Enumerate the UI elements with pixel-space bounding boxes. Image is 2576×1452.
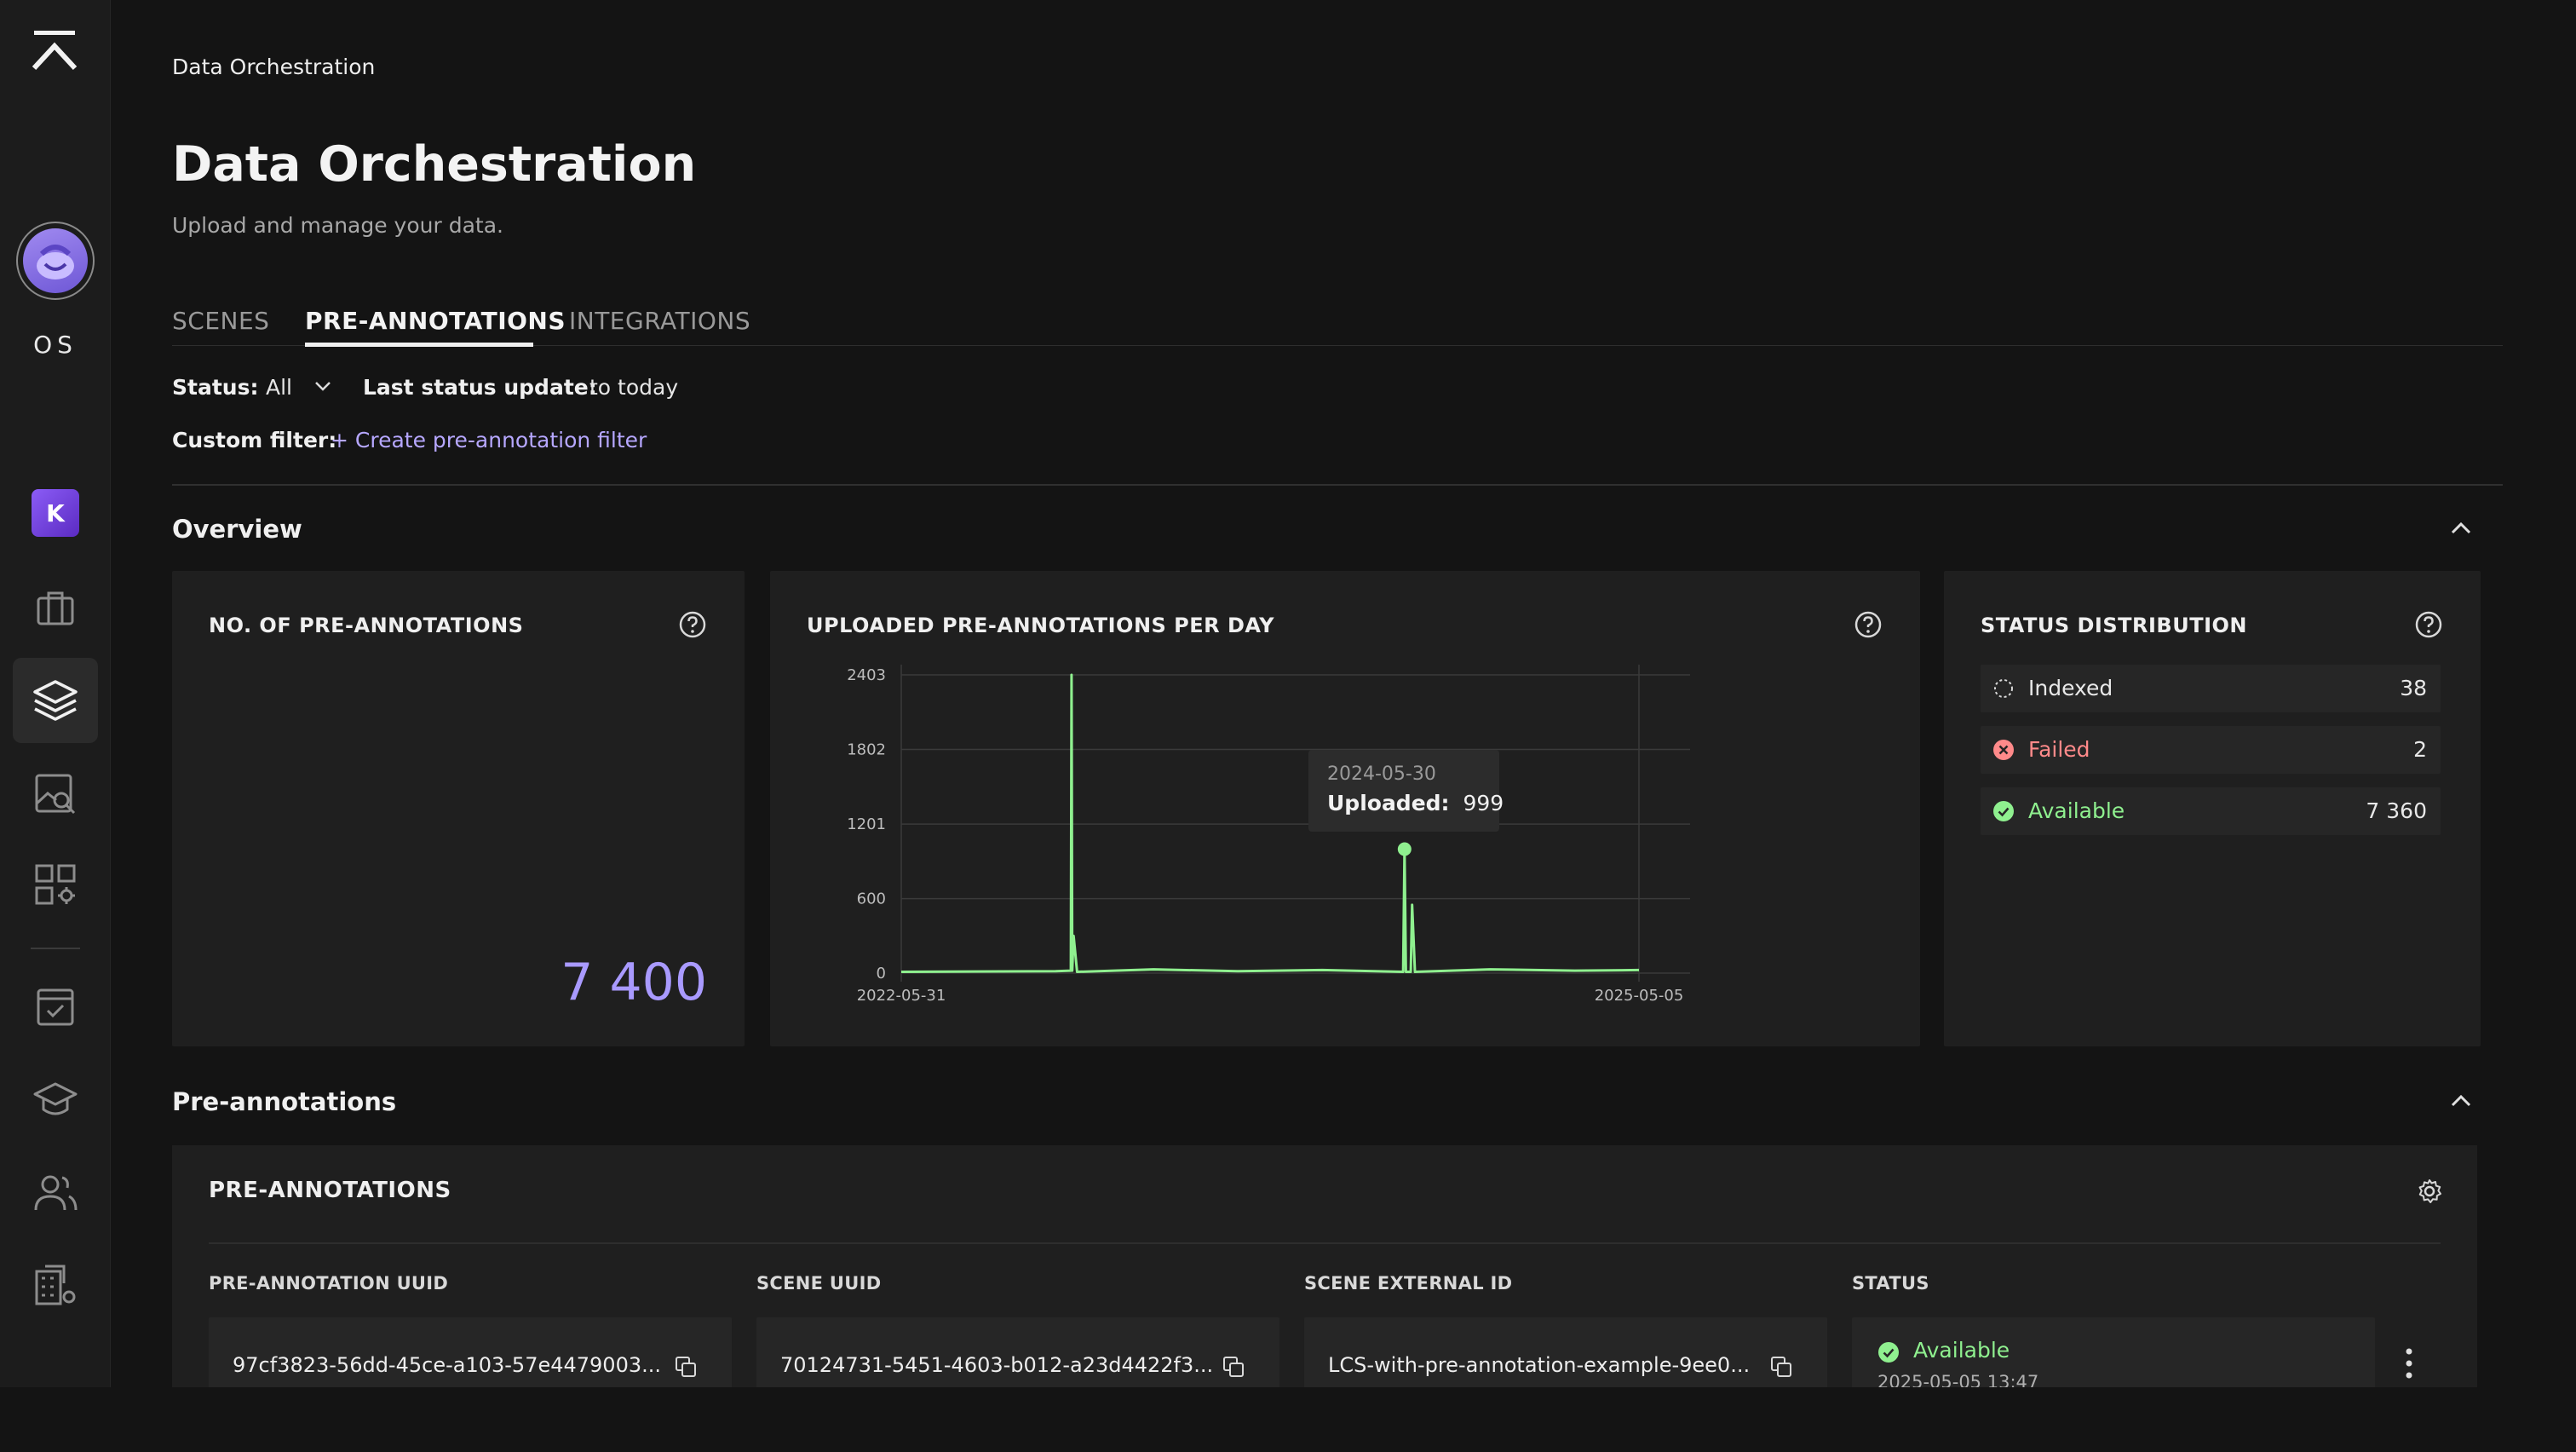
column-header-scene-uuid[interactable]: SCENE UUID bbox=[756, 1273, 882, 1294]
y-tick-label: 600 bbox=[857, 890, 886, 908]
table-cell-status: Available 2025-05-05 13:47 bbox=[1852, 1317, 2375, 1387]
apps-settings-icon[interactable] bbox=[30, 859, 81, 910]
chart-card-title: UPLOADED PRE-ANNOTATIONS PER DAY bbox=[807, 614, 1275, 637]
x-tick-label: 2025-05-05 bbox=[1595, 987, 1684, 1005]
page-title: Data Orchestration bbox=[172, 136, 697, 193]
series-line bbox=[900, 673, 1640, 973]
highlight-point bbox=[1397, 842, 1412, 856]
status-filter-label: Status: bbox=[172, 375, 259, 400]
column-header-scene-external-id[interactable]: SCENE EXTERNAL ID bbox=[1304, 1273, 1513, 1294]
collapse-preannotations-icon[interactable] bbox=[2448, 1092, 2474, 1109]
preannotations-section-title[interactable]: Pre-annotations bbox=[172, 1087, 397, 1116]
sidebar-divider bbox=[31, 948, 80, 949]
uploads-per-day-card: UPLOADED PRE-ANNOTATIONS PER DAY 0 600 120… bbox=[770, 571, 1920, 1046]
sidebar: OS K bbox=[0, 0, 111, 1452]
last-status-update-value[interactable]: to today bbox=[589, 375, 679, 400]
tab-bar: SCENES PRE-ANNOTATIONS INTEGRATIONS bbox=[172, 307, 2503, 347]
overview-section-title[interactable]: Overview bbox=[172, 515, 302, 544]
y-tick-label: 1802 bbox=[847, 741, 886, 759]
gear-icon[interactable] bbox=[2416, 1178, 2443, 1205]
row-status-date: 2025-05-05 13:47 bbox=[1877, 1372, 2039, 1387]
task-check-icon[interactable] bbox=[30, 982, 81, 1033]
collapse-overview-icon[interactable] bbox=[2448, 520, 2474, 537]
status-filter-select[interactable]: All bbox=[266, 375, 292, 400]
scene-external-id: LCS-with-pre-annotation-example-9ee0... bbox=[1328, 1353, 1751, 1377]
row-status: Available bbox=[1913, 1338, 2010, 1363]
table-divider bbox=[209, 1242, 2441, 1244]
copy-icon[interactable] bbox=[674, 1355, 698, 1379]
breadcrumb[interactable]: Data Orchestration bbox=[172, 55, 376, 79]
scene-uuid: 70124731-5451-4603-b012-a23d4422f3... bbox=[780, 1353, 1214, 1377]
table-card-title: PRE-ANNOTATIONS bbox=[209, 1178, 451, 1203]
avatar-image bbox=[23, 228, 88, 293]
available-check-circle-icon bbox=[1993, 801, 2014, 821]
status-row-failed[interactable]: Failed 2 bbox=[1981, 726, 2441, 774]
tooltip-value: 999 bbox=[1463, 791, 1504, 815]
table-cell-scene-uuid: 70124731-5451-4603-b012-a23d4422f3... bbox=[756, 1317, 1279, 1387]
failed-x-circle-icon bbox=[1993, 740, 2014, 760]
help-icon[interactable] bbox=[2414, 610, 2443, 639]
status-label: Indexed bbox=[2028, 676, 2113, 700]
status-count: 2 bbox=[2413, 737, 2427, 762]
x-tick-label: 2022-05-31 bbox=[857, 987, 946, 1005]
tab-scenes[interactable]: SCENES bbox=[172, 307, 270, 335]
layers-icon[interactable] bbox=[13, 658, 98, 743]
image-search-icon[interactable] bbox=[30, 769, 81, 820]
status-distribution-card: STATUS DISTRIBUTION Indexed 38 Failed 2 bbox=[1944, 571, 2481, 1046]
user-initials: OS bbox=[33, 331, 78, 359]
user-avatar[interactable] bbox=[16, 222, 95, 300]
preannotation-uuid: 97cf3823-56dd-45ce-a103-57e4479003... bbox=[233, 1353, 662, 1377]
status-label: Available bbox=[2028, 798, 2125, 823]
users-icon[interactable] bbox=[30, 1167, 81, 1219]
tab-integrations[interactable]: INTEGRATIONS bbox=[569, 307, 751, 335]
y-tick-label: 2403 bbox=[847, 666, 886, 684]
table-cell-preannotation-uuid: 97cf3823-56dd-45ce-a103-57e4479003... bbox=[209, 1317, 732, 1387]
graduation-cap-icon[interactable] bbox=[30, 1074, 81, 1125]
page-subtitle: Upload and manage your data. bbox=[172, 213, 503, 238]
active-tab-indicator bbox=[305, 343, 533, 347]
status-label: Failed bbox=[2028, 737, 2090, 762]
tab-pre-annotations[interactable]: PRE-ANNOTATIONS bbox=[305, 307, 566, 335]
indexed-dashed-circle-icon bbox=[1994, 679, 2013, 698]
tooltip-value-line: Uploaded: 999 bbox=[1327, 791, 1504, 815]
row-menu-icon[interactable] bbox=[2404, 1346, 2414, 1380]
help-icon[interactable] bbox=[678, 610, 707, 639]
chevron-down-icon[interactable] bbox=[313, 380, 332, 392]
status-row-available[interactable]: Available 7 360 bbox=[1981, 787, 2441, 835]
page-bottom bbox=[0, 1387, 2331, 1452]
filters-divider bbox=[172, 484, 2503, 486]
briefcase-icon[interactable] bbox=[30, 583, 81, 634]
building-settings-icon[interactable] bbox=[30, 1259, 81, 1311]
status-count: 7 360 bbox=[2366, 798, 2427, 823]
column-header-status[interactable]: STATUS bbox=[1852, 1273, 1929, 1294]
create-filter-link[interactable]: + Create pre-annotation filter bbox=[331, 428, 647, 452]
uploads-line-chart[interactable]: 0 600 1201 1802 2403 2022-05-31 2025-05-05 bbox=[770, 571, 1920, 1046]
main-content: Data Orchestration Data Orchestration Up… bbox=[172, 0, 2503, 1452]
workspace-badge[interactable]: K bbox=[32, 489, 79, 537]
tooltip-date: 2024-05-30 bbox=[1327, 763, 1436, 785]
last-status-update-label: Last status update: bbox=[363, 375, 597, 400]
status-row-indexed[interactable]: Indexed 38 bbox=[1981, 665, 2441, 712]
table-cell-scene-external-id: LCS-with-pre-annotation-example-9ee0... bbox=[1304, 1317, 1827, 1387]
chart-tooltip: 2024-05-30 Uploaded: 999 bbox=[1308, 750, 1504, 832]
help-icon[interactable] bbox=[1854, 610, 1883, 639]
column-header-preannotation-uuid[interactable]: PRE-ANNOTATION UUID bbox=[209, 1273, 449, 1294]
pre-annotation-count: 7 400 bbox=[561, 953, 707, 1012]
app-logo[interactable] bbox=[31, 29, 78, 73]
tooltip-label: Uploaded: bbox=[1327, 791, 1450, 815]
status-count: 38 bbox=[2400, 676, 2427, 700]
pre-annotation-count-card: NO. OF PRE-ANNOTATIONS 7 400 bbox=[172, 571, 745, 1046]
count-card-title: NO. OF PRE-ANNOTATIONS bbox=[209, 614, 524, 637]
copy-icon[interactable] bbox=[1222, 1355, 1245, 1379]
status-card-title: STATUS DISTRIBUTION bbox=[1981, 614, 2247, 637]
available-check-circle-icon bbox=[1878, 1342, 1899, 1363]
copy-icon[interactable] bbox=[1769, 1355, 1793, 1379]
preannotations-table-card: PRE-ANNOTATIONS PRE-ANNOTATION UUID SCEN… bbox=[172, 1145, 2477, 1387]
y-tick-label: 1201 bbox=[847, 815, 886, 833]
custom-filter-label: Custom filter: bbox=[172, 428, 337, 452]
y-tick-label: 0 bbox=[877, 965, 886, 982]
